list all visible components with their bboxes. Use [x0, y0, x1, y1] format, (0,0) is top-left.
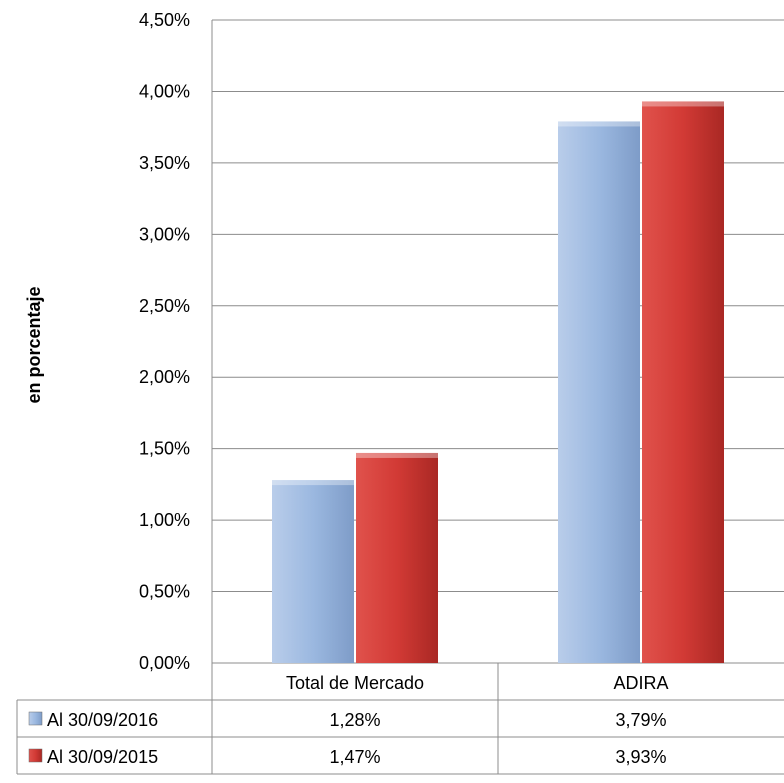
bar-red-1 [642, 101, 724, 664]
y-tick-label: 0,50% [139, 582, 190, 602]
bar-highlight [272, 480, 354, 486]
y-tick-label: 1,50% [139, 439, 190, 459]
bar-highlight [558, 121, 640, 127]
y-axis-ticks: 0,00% 0,50% 1,00% 1,50% 2,00% 2,50% 3,00% 3,50%… [139, 10, 190, 673]
bar-red-0 [356, 452, 438, 663]
y-tick-label: 0,00% [139, 653, 190, 673]
bar-blue-0 [272, 480, 354, 663]
bar-blue-1 [558, 121, 640, 663]
y-tick-label: 3,50% [139, 153, 190, 173]
y-tick-label: 2,50% [139, 296, 190, 316]
data-label: 3,79% [615, 710, 666, 730]
category-label: ADIRA [613, 673, 668, 693]
legend-swatch [28, 748, 43, 763]
y-tick-label: 4,00% [139, 81, 190, 101]
legend-label: Al 30/09/2015 [47, 747, 158, 767]
legend-label: Al 30/09/2016 [47, 710, 158, 730]
y-axis-label: en porcentaje [24, 286, 44, 403]
legend-swatch [28, 711, 43, 726]
category-label: Total de Mercado [286, 673, 424, 693]
y-tick-label: 1,00% [139, 510, 190, 530]
bar-highlight [642, 101, 724, 107]
data-label: 3,93% [615, 747, 666, 767]
bars [272, 101, 724, 664]
y-tick-label: 2,00% [139, 367, 190, 387]
data-table: Total de Mercado ADIRA Al 30/09/2016 1,28% 3… [16, 663, 784, 775]
data-label: 1,47% [329, 747, 380, 767]
bar-highlight [356, 452, 438, 458]
y-tick-label: 3,00% [139, 224, 190, 244]
data-label: 1,28% [329, 710, 380, 730]
y-tick-label: 4,50% [139, 10, 190, 30]
